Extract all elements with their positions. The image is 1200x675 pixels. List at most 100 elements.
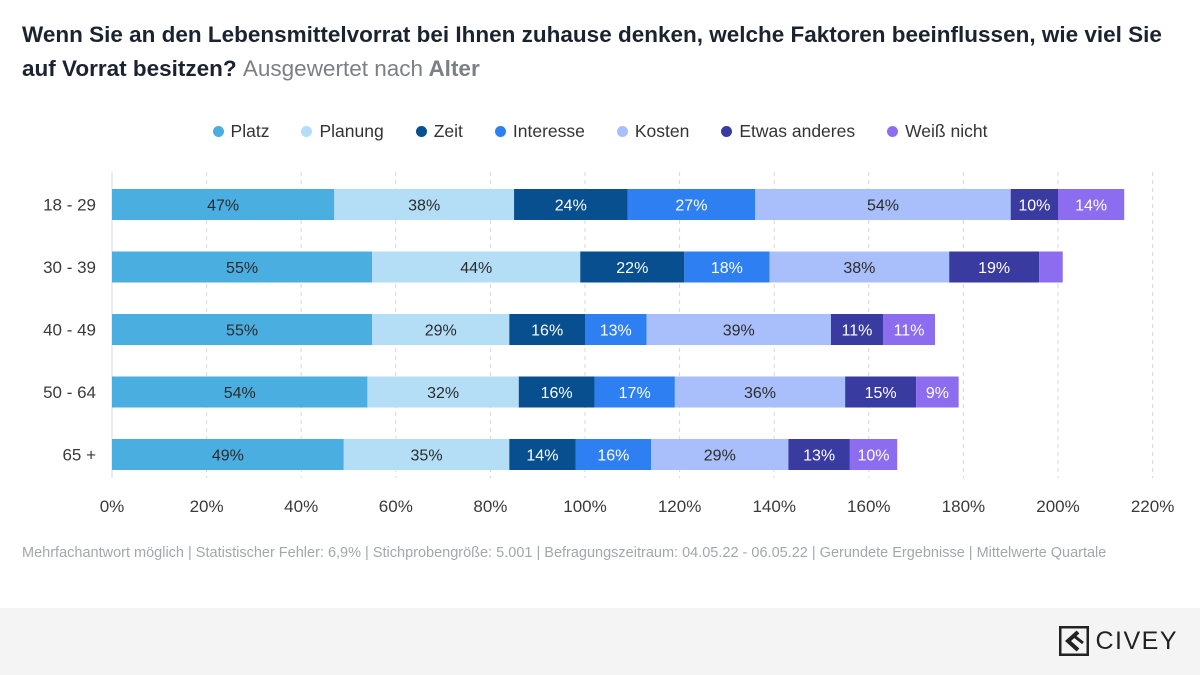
legend-label: Interesse (512, 120, 585, 141)
data-label: 54% (867, 198, 899, 215)
x-tick-label: 60% (379, 497, 413, 516)
bar-segment (755, 189, 1011, 220)
legend-label: Weiß nicht (905, 120, 988, 141)
bar-segment (518, 376, 595, 408)
data-label: 13% (803, 448, 835, 465)
data-label: 36% (744, 385, 776, 402)
bar-segment (769, 251, 950, 283)
data-label: 54% (224, 385, 256, 402)
bar-segment (112, 251, 373, 283)
data-label: 39% (723, 323, 755, 340)
data-label: 14% (526, 448, 558, 465)
data-label: 19% (978, 260, 1010, 277)
category-label: 30 - 39 (43, 258, 96, 277)
legend-marker (212, 125, 224, 137)
data-label: 29% (704, 448, 736, 465)
legend-label: Zeit (433, 120, 463, 141)
legend-item-4: Interesse (494, 120, 585, 142)
bar-segment (514, 189, 628, 220)
legend-marker (494, 125, 506, 137)
data-label: 38% (408, 198, 440, 215)
data-label: 14% (1075, 198, 1107, 215)
data-label: 32% (427, 385, 459, 402)
legend-label: Kosten (634, 120, 690, 141)
legend-item-1: Platz (212, 120, 270, 142)
category-label: 18 - 29 (43, 196, 96, 215)
data-label: 16% (531, 323, 563, 340)
data-label: 16% (541, 385, 573, 402)
x-tick-label: 20% (190, 497, 224, 516)
chart-title-main: Wenn Sie an den Lebensmittelvorrat bei I… (22, 22, 1162, 81)
data-label: 44% (460, 260, 492, 277)
chart-title: Wenn Sie an den Lebensmittelvorrat bei I… (22, 18, 1182, 86)
legend-marker (721, 125, 733, 137)
bar-segment (334, 189, 515, 220)
legend-item-7: Weiß nicht (887, 121, 987, 142)
bar-segment (684, 251, 770, 283)
data-label: 10% (1018, 198, 1050, 215)
brand-logo: CIVEY (1059, 626, 1178, 656)
chart-legend: Platz Planung Zeit Interesse Kosten Etwas and… (0, 119, 1200, 143)
data-label: 27% (675, 198, 707, 215)
footnote: Mehrfachantwort möglich | Statistischer … (22, 545, 1107, 561)
x-tick-label: 180% (942, 497, 985, 516)
legend-marker (415, 125, 427, 137)
bar-segment (674, 376, 846, 408)
footer-band (0, 608, 1200, 675)
legend-label: Platz (230, 120, 270, 141)
data-label: 35% (411, 448, 443, 465)
bar-segment (509, 439, 576, 470)
data-label: 17% (619, 385, 651, 402)
bar-segment (646, 314, 831, 345)
category-label: 40 - 49 (43, 321, 96, 340)
data-label: 29% (425, 323, 457, 340)
legend-label: Etwas anderes (739, 120, 856, 141)
bar-segment (788, 439, 850, 470)
category-label: 65 + (62, 446, 96, 465)
bar-segment (580, 251, 685, 283)
x-tick-label: 120% (658, 497, 701, 516)
x-tick-label: 80% (473, 497, 507, 516)
chart-subtitle-dimension: Alter (428, 56, 480, 81)
bar-segment (343, 439, 510, 470)
bar-segment (849, 439, 898, 470)
category-label: 50 - 64 (43, 383, 96, 402)
bar-segment (882, 314, 936, 345)
legend-marker (616, 125, 628, 137)
data-label: 16% (597, 448, 629, 465)
bar-segment (112, 439, 344, 470)
bar-segment (916, 376, 959, 408)
data-label: 15% (865, 385, 897, 402)
x-tick-label: 100% (563, 497, 606, 516)
legend-item-5: Kosten (616, 120, 690, 142)
data-label: 24% (555, 198, 587, 215)
legend-item-6: Etwas anderes (721, 121, 855, 142)
data-label: 38% (843, 260, 875, 277)
x-tick-label: 200% (1036, 497, 1079, 516)
data-label: 55% (226, 323, 258, 340)
bar-segment (112, 314, 373, 345)
data-label: 47% (207, 198, 239, 215)
bar-segment (594, 376, 675, 408)
legend-marker (887, 125, 899, 137)
data-label: 11% (894, 323, 925, 340)
bar-segment (585, 314, 647, 345)
x-tick-label: 140% (752, 497, 795, 516)
civey-logo-icon (1059, 626, 1090, 656)
data-label: 49% (212, 448, 244, 465)
bar-segment (1058, 189, 1125, 220)
bar-segment (627, 189, 756, 220)
bar-segment (575, 439, 652, 470)
data-label: 22% (616, 260, 648, 277)
bar-segment (949, 251, 1040, 283)
x-tick-label: 0% (100, 497, 125, 516)
bar-segment (372, 251, 581, 283)
bar-segment (845, 376, 917, 408)
bar-segment (509, 314, 585, 345)
bar-segment (112, 189, 335, 220)
x-tick-label: 220% (1131, 497, 1174, 516)
bar-segment (1010, 189, 1058, 220)
bar-segment (372, 314, 510, 345)
bar-segment (830, 314, 883, 345)
bar-segment (112, 376, 368, 408)
